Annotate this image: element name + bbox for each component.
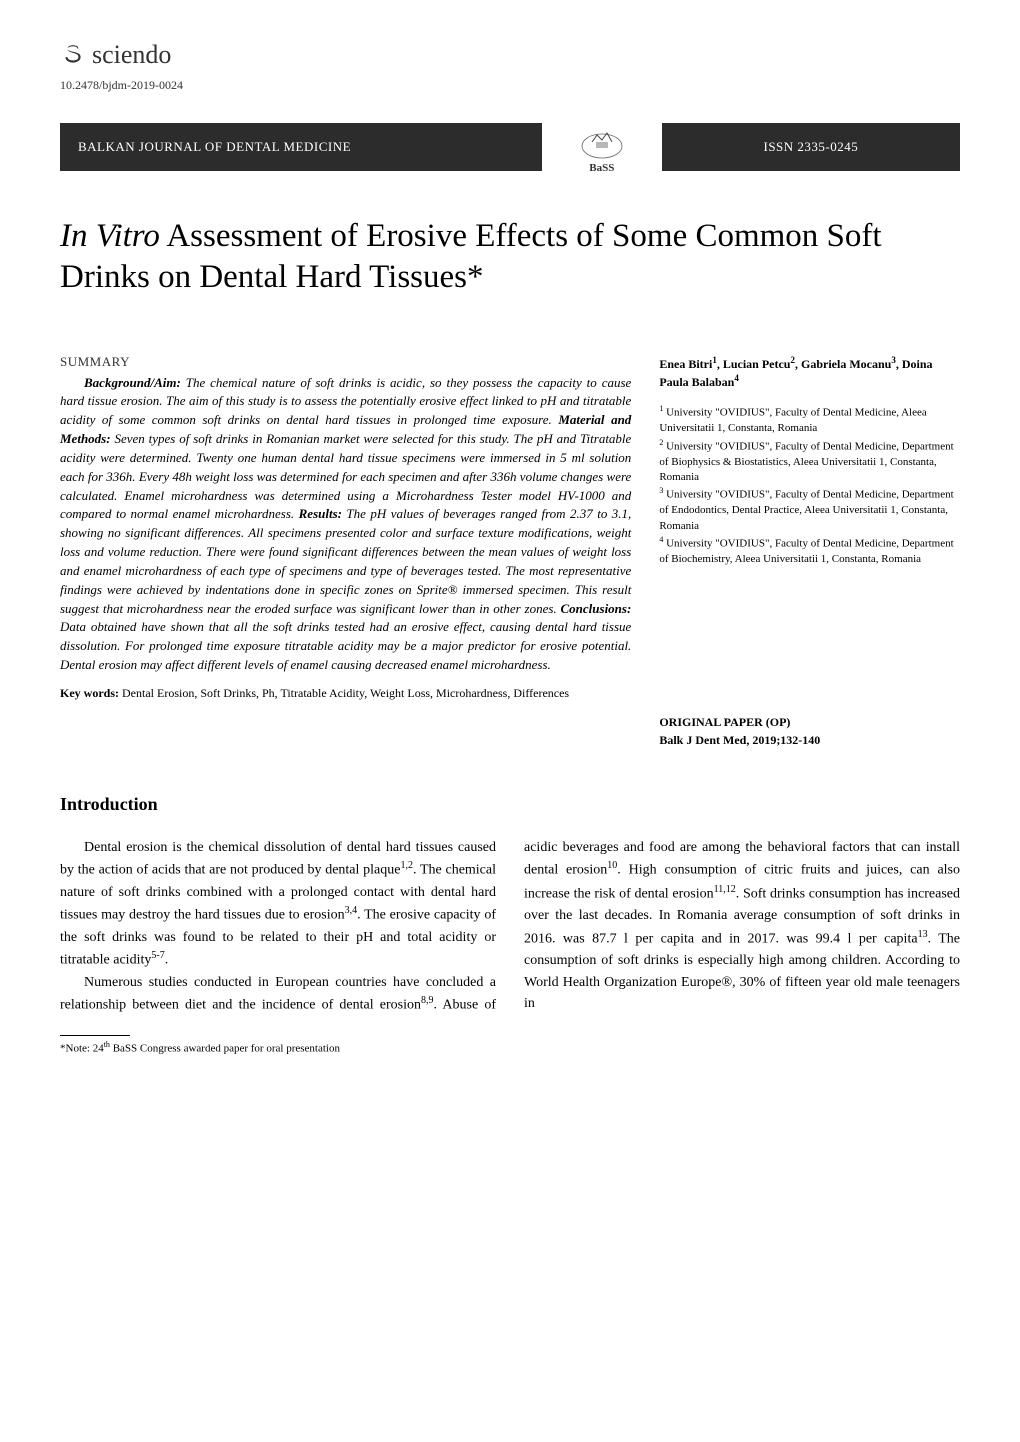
body-columns: Dental erosion is the chemical dissoluti… bbox=[60, 837, 960, 1017]
affiliation: 3 University "OVIDIUS", Faculty of Denta… bbox=[659, 485, 960, 534]
keywords: Key words: Dental Erosion, Soft Drinks, … bbox=[60, 685, 631, 702]
p2-s3: 11,12 bbox=[714, 884, 736, 895]
intro-heading: Introduction bbox=[60, 794, 960, 815]
bass-label: BaSS bbox=[572, 163, 632, 174]
publisher-logo: sciendo bbox=[60, 40, 960, 70]
summary-row: SUMMARY Background/Aim: The chemical nat… bbox=[60, 354, 960, 749]
abstract-res-text: The pH values of beverages ranged from 2… bbox=[60, 506, 631, 615]
footnote-rule bbox=[60, 1035, 130, 1036]
footnote: *Note: 24th BaSS Congress awarded paper … bbox=[60, 1040, 960, 1055]
p2-s4: 13 bbox=[918, 929, 928, 940]
keywords-label: Key words: bbox=[60, 686, 119, 700]
summary-heading: SUMMARY bbox=[60, 354, 631, 370]
issn: ISSN 2335-0245 bbox=[662, 123, 960, 171]
sciendo-logo: sciendo bbox=[60, 40, 171, 70]
abstract-con-label: Conclusions: bbox=[561, 601, 632, 616]
keywords-text: Dental Erosion, Soft Drinks, Ph, Titrata… bbox=[119, 686, 569, 700]
title-rest: Assessment of Erosive Effects of Some Co… bbox=[60, 218, 882, 295]
journal-name: BALKAN JOURNAL OF DENTAL MEDICINE bbox=[60, 123, 542, 171]
p2-s1: 8,9 bbox=[421, 995, 434, 1006]
paper-type-line2: Balk J Dent Med, 2019;132-140 bbox=[659, 731, 960, 749]
abstract-bg-label: Background/Aim: bbox=[84, 375, 181, 390]
authors: Enea Bitri1, Lucian Petcu2, Gabriela Moc… bbox=[659, 354, 960, 392]
p1-s2: 3,4 bbox=[345, 905, 358, 916]
affiliations: 1 University "OVIDIUS", Faculty of Denta… bbox=[659, 403, 960, 568]
bass-logo: BaSS bbox=[572, 120, 632, 174]
bass-logo-container: BaSS bbox=[542, 123, 662, 171]
affiliation: 4 University "OVIDIUS", Faculty of Denta… bbox=[659, 534, 960, 567]
intro-para-1: Dental erosion is the chemical dissoluti… bbox=[60, 837, 496, 972]
sciendo-s-icon bbox=[60, 42, 86, 68]
abstract-con-text: Data obtained have shown that all the so… bbox=[60, 619, 631, 672]
abstract: Background/Aim: The chemical nature of s… bbox=[60, 374, 631, 676]
doi: 10.2478/bjdm-2019-0024 bbox=[60, 78, 960, 93]
p2-a: Numerous studies conducted in European c… bbox=[60, 975, 496, 1013]
p2-s2: 10 bbox=[607, 860, 617, 871]
p1-d: . bbox=[165, 953, 169, 968]
abstract-res-label: Results: bbox=[299, 506, 342, 521]
p1-s3: 5-7 bbox=[151, 950, 164, 961]
summary-column: SUMMARY Background/Aim: The chemical nat… bbox=[60, 354, 631, 749]
bass-crest-icon bbox=[572, 120, 632, 160]
affiliation: 1 University "OVIDIUS", Faculty of Denta… bbox=[659, 403, 960, 436]
paper-type: ORIGINAL PAPER (OP) Balk J Dent Med, 201… bbox=[659, 713, 960, 749]
title-italic: In Vitro bbox=[60, 218, 160, 254]
sciendo-text: sciendo bbox=[92, 40, 171, 70]
affiliation: 2 University "OVIDIUS", Faculty of Denta… bbox=[659, 437, 960, 486]
paper-type-line1: ORIGINAL PAPER (OP) bbox=[659, 713, 960, 731]
journal-bar: BALKAN JOURNAL OF DENTAL MEDICINE BaSS I… bbox=[60, 123, 960, 171]
p1-s1: 1,2 bbox=[400, 860, 413, 871]
article-title: In Vitro Assessment of Erosive Effects o… bbox=[60, 216, 960, 299]
authors-column: Enea Bitri1, Lucian Petcu2, Gabriela Moc… bbox=[659, 354, 960, 749]
